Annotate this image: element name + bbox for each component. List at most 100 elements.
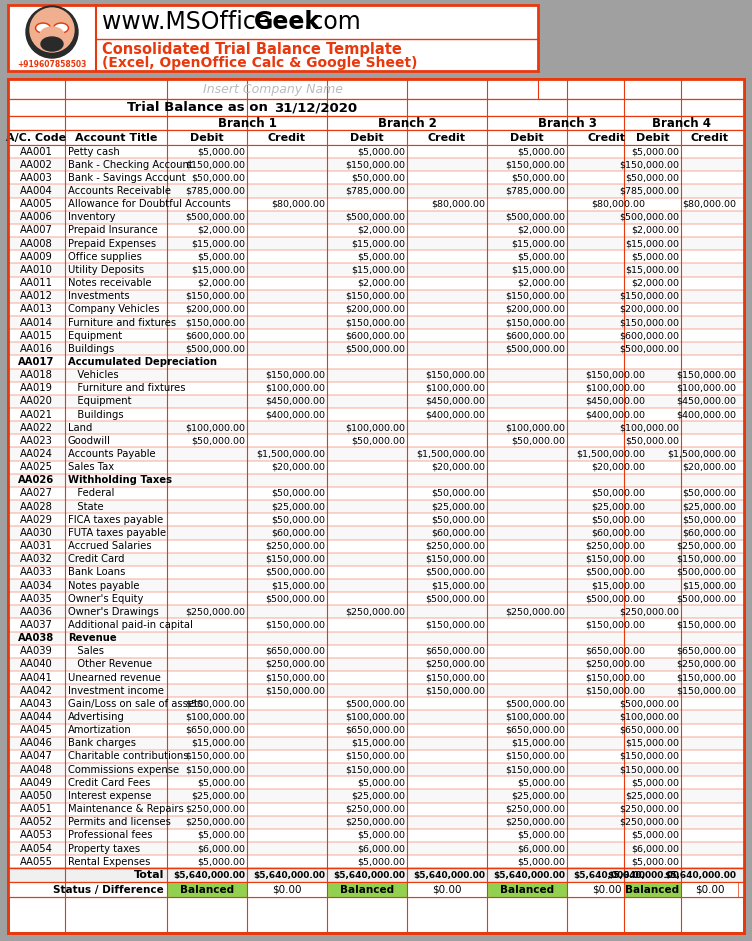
- Text: (Excel, OpenOffice Calc & Google Sheet): (Excel, OpenOffice Calc & Google Sheet): [102, 56, 417, 70]
- Text: Credit: Credit: [268, 133, 306, 142]
- Bar: [8, 605, 744, 618]
- Text: $500,000.00: $500,000.00: [265, 567, 325, 577]
- Text: Bank - Savings Account: Bank - Savings Account: [68, 173, 186, 183]
- Text: AA036: AA036: [20, 607, 53, 616]
- Bar: [167, 883, 247, 898]
- Text: AA028: AA028: [20, 502, 53, 512]
- Text: $1,500,000.00: $1,500,000.00: [256, 450, 325, 458]
- Text: Branch 3: Branch 3: [538, 117, 596, 130]
- Bar: [8, 211, 744, 224]
- Text: $5,000.00: $5,000.00: [197, 831, 245, 840]
- Ellipse shape: [41, 37, 63, 51]
- Text: $5,640,000.00: $5,640,000.00: [173, 870, 245, 880]
- Text: Utility Deposits: Utility Deposits: [68, 265, 144, 275]
- Text: $15,000.00: $15,000.00: [511, 239, 565, 248]
- Bar: [8, 855, 744, 869]
- Text: $15,000.00: $15,000.00: [625, 265, 679, 275]
- Text: $150,000.00: $150,000.00: [619, 292, 679, 301]
- Text: $5,000.00: $5,000.00: [197, 857, 245, 866]
- Bar: [8, 645, 744, 658]
- Text: $150,000.00: $150,000.00: [505, 318, 565, 327]
- Text: Branch 4: Branch 4: [651, 117, 711, 130]
- Text: $15,000.00: $15,000.00: [271, 581, 325, 590]
- Text: Balanced: Balanced: [180, 885, 234, 895]
- Text: Geek: Geek: [254, 9, 321, 34]
- Text: Credit Card Fees: Credit Card Fees: [68, 778, 150, 788]
- Text: Furniture and fixtures: Furniture and fixtures: [68, 383, 186, 393]
- Text: AA010: AA010: [20, 265, 53, 275]
- Text: $200,000.00: $200,000.00: [505, 305, 565, 314]
- Text: $500,000.00: $500,000.00: [505, 213, 565, 222]
- Text: $785,000.00: $785,000.00: [345, 186, 405, 196]
- Text: $2,000.00: $2,000.00: [357, 226, 405, 235]
- Text: $250,000.00: $250,000.00: [185, 607, 245, 616]
- Text: $2,000.00: $2,000.00: [631, 226, 679, 235]
- Text: $150,000.00: $150,000.00: [676, 371, 736, 379]
- Bar: [8, 829, 744, 842]
- Text: $25,000.00: $25,000.00: [271, 502, 325, 511]
- Text: $1,500,000.00: $1,500,000.00: [667, 450, 736, 458]
- Text: $5,000.00: $5,000.00: [197, 147, 245, 156]
- Text: $5,000.00: $5,000.00: [517, 147, 565, 156]
- Text: $5,000.00: $5,000.00: [197, 252, 245, 262]
- Text: $50,000.00: $50,000.00: [271, 489, 325, 498]
- Text: $500,000.00: $500,000.00: [619, 344, 679, 353]
- Text: $150,000.00: $150,000.00: [505, 292, 565, 301]
- Text: $15,000.00: $15,000.00: [682, 581, 736, 590]
- Text: $50,000.00: $50,000.00: [431, 516, 485, 524]
- Text: $150,000.00: $150,000.00: [585, 371, 645, 379]
- Text: $100,000.00: $100,000.00: [185, 423, 245, 432]
- Text: $250,000.00: $250,000.00: [185, 805, 245, 814]
- Text: Charitable contributions: Charitable contributions: [68, 752, 189, 761]
- Text: AA049: AA049: [20, 778, 53, 788]
- Text: $500,000.00: $500,000.00: [619, 213, 679, 222]
- Bar: [8, 145, 744, 158]
- Text: $100,000.00: $100,000.00: [185, 712, 245, 722]
- Text: $500,000.00: $500,000.00: [185, 344, 245, 353]
- Bar: [8, 422, 744, 435]
- Text: AA004: AA004: [20, 186, 53, 196]
- Bar: [8, 116, 744, 130]
- Bar: [8, 329, 744, 343]
- Text: $500,000.00: $500,000.00: [676, 594, 736, 603]
- Text: $150,000.00: $150,000.00: [185, 292, 245, 301]
- Bar: [8, 408, 744, 422]
- Text: AA039: AA039: [20, 646, 53, 656]
- Text: AA025: AA025: [20, 462, 53, 472]
- Text: AA035: AA035: [20, 594, 53, 604]
- Text: $0.00: $0.00: [432, 885, 462, 895]
- Text: AA016: AA016: [20, 343, 53, 354]
- Text: $5,000.00: $5,000.00: [517, 778, 565, 788]
- Text: $25,000.00: $25,000.00: [431, 502, 485, 511]
- Text: Credit Card: Credit Card: [68, 554, 125, 565]
- Text: $250,000.00: $250,000.00: [185, 818, 245, 827]
- Text: Owner's Drawings: Owner's Drawings: [68, 607, 159, 616]
- Text: $450,000.00: $450,000.00: [585, 397, 645, 406]
- Text: AA012: AA012: [20, 291, 53, 301]
- Text: $400,000.00: $400,000.00: [265, 410, 325, 419]
- Text: $650,000.00: $650,000.00: [619, 726, 679, 735]
- Text: Permits and licenses: Permits and licenses: [68, 817, 171, 827]
- Text: Furniture and fixtures: Furniture and fixtures: [68, 317, 176, 327]
- Ellipse shape: [55, 24, 67, 31]
- Text: $500,000.00: $500,000.00: [425, 594, 485, 603]
- Text: Equipment: Equipment: [68, 330, 122, 341]
- Bar: [8, 473, 744, 486]
- Text: $0.00: $0.00: [272, 885, 302, 895]
- Bar: [8, 435, 744, 448]
- Text: $250,000.00: $250,000.00: [676, 660, 736, 669]
- Text: $20,000.00: $20,000.00: [682, 463, 736, 471]
- Text: AA043: AA043: [20, 699, 53, 709]
- Text: $50,000.00: $50,000.00: [191, 437, 245, 445]
- Text: .com: .com: [303, 9, 361, 34]
- Text: $5,640,000.00: $5,640,000.00: [333, 870, 405, 880]
- Text: $785,000.00: $785,000.00: [505, 186, 565, 196]
- Text: $250,000.00: $250,000.00: [505, 805, 565, 814]
- Bar: [8, 579, 744, 592]
- Text: AA023: AA023: [20, 436, 53, 446]
- Text: $25,000.00: $25,000.00: [625, 791, 679, 801]
- Circle shape: [26, 6, 78, 58]
- Bar: [8, 448, 744, 460]
- Text: $150,000.00: $150,000.00: [425, 686, 485, 695]
- Bar: [8, 750, 744, 763]
